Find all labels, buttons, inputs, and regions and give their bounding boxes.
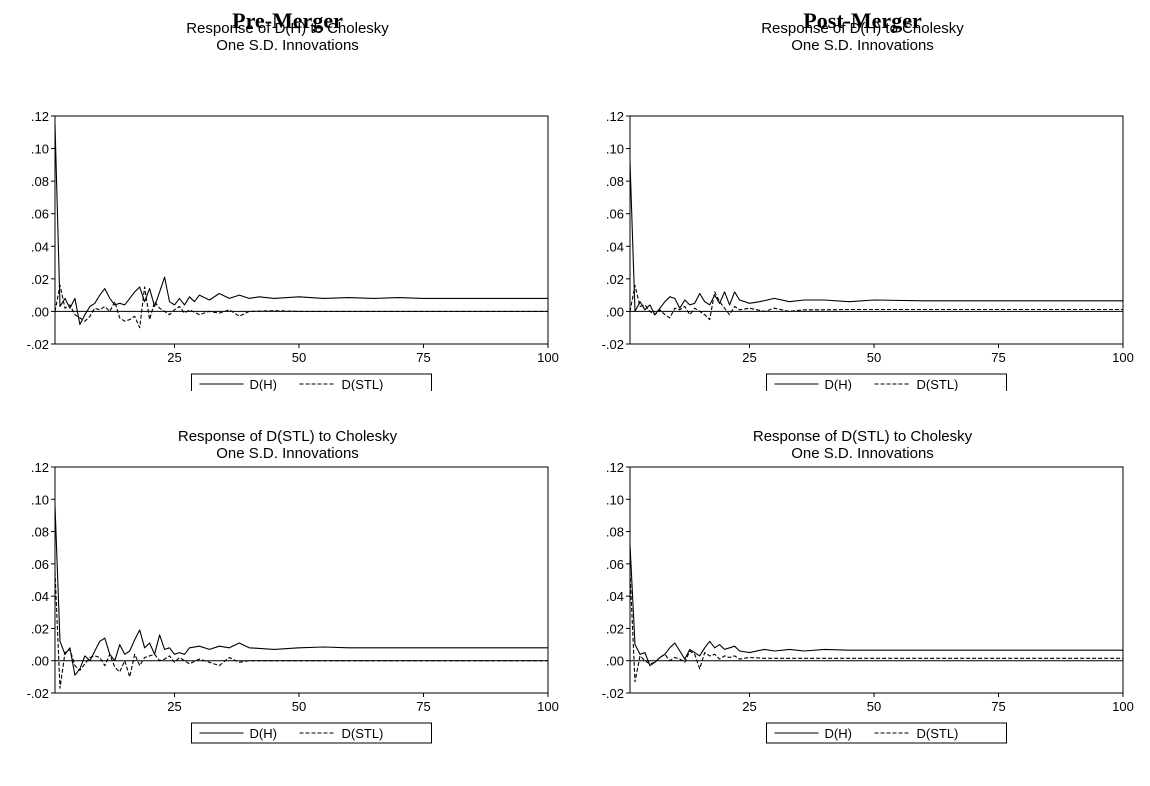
chart-subtitle: One S.D. Innovations xyxy=(216,445,359,462)
y-tick-label: .02 xyxy=(606,621,624,636)
x-tick-label: 25 xyxy=(167,350,181,365)
pre-merger-heading: Pre-Merger xyxy=(232,8,343,33)
x-tick-label: 50 xyxy=(292,699,306,714)
legend-label-dstl: D(STL) xyxy=(342,377,384,391)
x-tick-label: 50 xyxy=(292,350,306,365)
chart-title: Response of D(H) to Cholesky xyxy=(761,20,964,37)
y-tick-label: .04 xyxy=(31,239,49,254)
y-tick-label: .04 xyxy=(606,239,624,254)
y-tick-label: .08 xyxy=(31,525,49,540)
y-tick-label: .12 xyxy=(31,460,49,475)
legend-box xyxy=(766,373,1007,391)
series-line-dstl xyxy=(629,571,1123,683)
legend-label-dh: D(H) xyxy=(825,726,852,741)
y-tick-label: .02 xyxy=(31,621,49,636)
y-tick-label: .00 xyxy=(606,654,624,669)
y-tick-label: .00 xyxy=(606,304,624,319)
legend-label-dh: D(H) xyxy=(250,377,277,391)
chart-title: Response of D(STL) to Cholesky xyxy=(752,428,973,445)
chart-panel-post-top: Response of D(H) to Cholesky One S.D. In… xyxy=(575,18,1150,391)
y-tick-label: .00 xyxy=(31,654,49,669)
chart-svg: -.02 .00 .02 .04 .06 .08 .10 .12 25 50 75 100 D(H) D(… xyxy=(602,460,1134,744)
y-tick-label: .10 xyxy=(31,142,49,157)
series-line-dstl xyxy=(54,284,548,329)
y-tick-label: .04 xyxy=(31,589,49,604)
y-tick-label: -.02 xyxy=(27,337,49,352)
series-line-dh xyxy=(629,544,1123,667)
series-line-dh xyxy=(629,161,1123,316)
x-tick-label: 100 xyxy=(537,699,559,714)
chart-subtitle: One S.D. Innovations xyxy=(791,445,934,462)
chart-subtitle: One S.D. Innovations xyxy=(791,37,934,54)
x-tick-label: 25 xyxy=(742,350,756,365)
x-tick-label: 25 xyxy=(167,699,181,714)
chart-title: Response of D(H) to Cholesky xyxy=(186,20,389,37)
chart-svg: -.02 .00 .02 .04 .06 .08 .10 .12 25 50 75 100 D(H) D(… xyxy=(602,109,1134,391)
y-tick-label: .00 xyxy=(31,304,49,319)
y-tick-label: .06 xyxy=(606,557,624,572)
chart-panel-post-bottom: Response of D(STL) to Cholesky One S.D. … xyxy=(575,413,1150,786)
y-tick-label: .04 xyxy=(606,589,624,604)
x-tick-label: 75 xyxy=(416,350,430,365)
y-tick-label: .08 xyxy=(606,174,624,189)
y-tick-label: .06 xyxy=(606,207,624,222)
y-tick-label: -.02 xyxy=(27,686,49,701)
y-tick-label: .08 xyxy=(606,525,624,540)
chart-subtitle: One S.D. Innovations xyxy=(216,37,359,54)
x-tick-label: 50 xyxy=(867,350,881,365)
y-tick-label: .06 xyxy=(31,557,49,572)
x-tick-label: 75 xyxy=(991,699,1005,714)
y-tick-label: .08 xyxy=(31,174,49,189)
x-tick-label: 50 xyxy=(867,699,881,714)
y-tick-label: .06 xyxy=(31,207,49,222)
legend-label-dstl: D(STL) xyxy=(917,726,959,741)
post-merger-heading: Post-Merger xyxy=(803,8,922,33)
plot-frame xyxy=(629,466,1124,694)
y-tick-label: .02 xyxy=(606,272,624,287)
legend-label-dstl: D(STL) xyxy=(342,726,384,741)
chart-panel-pre-top: Response of D(H) to Cholesky One S.D. In… xyxy=(0,18,575,391)
y-tick-label: .10 xyxy=(606,492,624,507)
series-line-dstl xyxy=(629,284,1123,321)
chart-panel-pre-bottom: Response of D(STL) to Cholesky One S.D. … xyxy=(0,413,575,786)
chart-svg: -.02 .00 .02 .04 .06 .08 .10 .12 25 50 75 100 D(H) D(… xyxy=(27,109,559,391)
legend-box xyxy=(191,373,432,391)
legend-label-dstl: D(STL) xyxy=(917,377,959,391)
y-tick-label: .02 xyxy=(31,272,49,287)
y-tick-label: .12 xyxy=(31,109,49,124)
series-line-dh xyxy=(54,124,548,326)
plot-frame xyxy=(54,115,549,345)
series-line-dh xyxy=(54,505,548,676)
x-tick-label: 100 xyxy=(537,350,559,365)
chart-svg: -.02 .00 .02 .04 .06 .08 .10 .12 25 50 75 100 D(H) D(… xyxy=(27,460,559,744)
y-tick-label: .10 xyxy=(31,492,49,507)
y-tick-label: .12 xyxy=(606,109,624,124)
plot-frame xyxy=(54,466,549,694)
y-tick-label: -.02 xyxy=(602,337,624,352)
x-tick-label: 25 xyxy=(742,699,756,714)
series-line-dstl xyxy=(54,571,548,689)
y-tick-label: .12 xyxy=(606,460,624,475)
plot-frame xyxy=(629,115,1124,345)
x-tick-label: 75 xyxy=(416,699,430,714)
legend-label-dh: D(H) xyxy=(825,377,852,391)
x-tick-label: 75 xyxy=(991,350,1005,365)
y-tick-label: -.02 xyxy=(602,686,624,701)
x-tick-label: 100 xyxy=(1112,350,1134,365)
chart-title: Response of D(STL) to Cholesky xyxy=(177,428,398,445)
y-tick-label: .10 xyxy=(606,142,624,157)
x-tick-label: 100 xyxy=(1112,699,1134,714)
legend-label-dh: D(H) xyxy=(250,726,277,741)
